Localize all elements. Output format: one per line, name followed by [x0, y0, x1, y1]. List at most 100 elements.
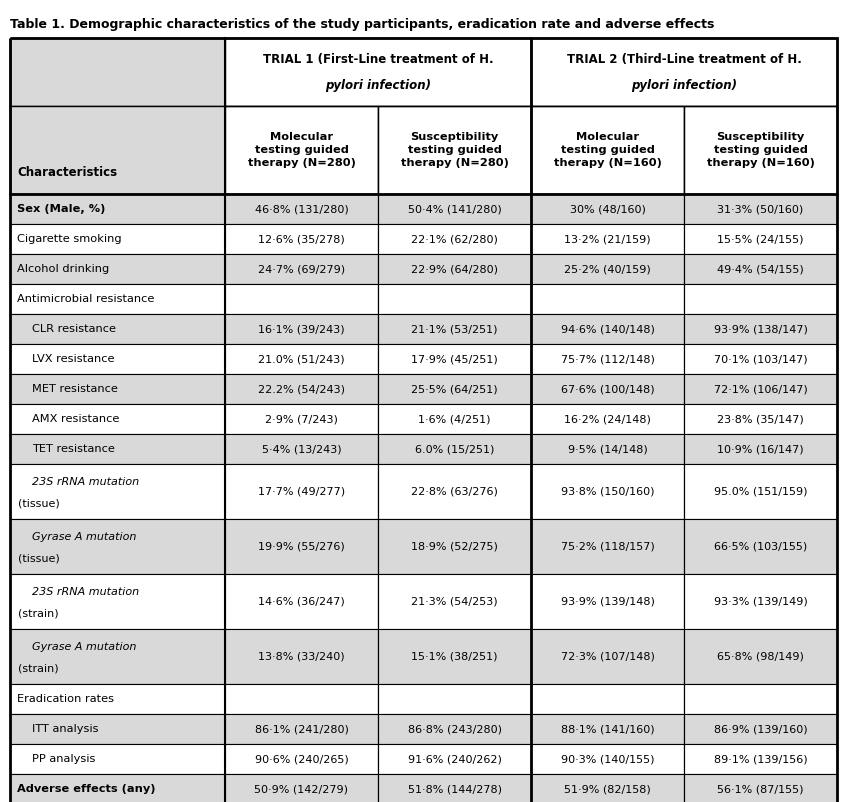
Bar	[378, 519, 531, 574]
Text: 2·9% (7/243): 2·9% (7/243)	[265, 414, 338, 424]
Text: 16·1% (39/243): 16·1% (39/243)	[258, 324, 345, 334]
Bar	[378, 684, 531, 714]
Bar	[531, 714, 684, 744]
Bar	[684, 106, 837, 194]
Text: Gyrase A mutation: Gyrase A mutation	[32, 642, 136, 651]
Text: 13·2% (21/159): 13·2% (21/159)	[564, 234, 651, 244]
Text: 15·5% (24/155): 15·5% (24/155)	[717, 234, 804, 244]
Text: 19·9% (55/276): 19·9% (55/276)	[258, 541, 345, 552]
Bar	[378, 404, 531, 434]
Bar	[378, 314, 531, 344]
Bar	[684, 684, 837, 714]
Bar	[10, 774, 225, 802]
Bar	[225, 284, 378, 314]
Text: 94·6% (140/148): 94·6% (140/148)	[561, 324, 655, 334]
Text: 15·1% (38/251): 15·1% (38/251)	[411, 651, 498, 662]
Text: 17·9% (45/251): 17·9% (45/251)	[411, 354, 498, 364]
Bar	[10, 629, 225, 684]
Text: Alcohol drinking: Alcohol drinking	[17, 264, 109, 274]
Bar	[378, 629, 531, 684]
Text: 22·8% (63/276): 22·8% (63/276)	[411, 487, 498, 496]
Bar	[684, 284, 837, 314]
Bar	[225, 38, 531, 106]
Text: 86·8% (243/280): 86·8% (243/280)	[407, 724, 501, 734]
Text: 23·8% (35/147): 23·8% (35/147)	[717, 414, 804, 424]
Text: 21·1% (53/251): 21·1% (53/251)	[411, 324, 498, 334]
Text: pylori infection): pylori infection)	[631, 79, 737, 92]
Bar	[225, 629, 378, 684]
Text: 22.2% (54/243): 22.2% (54/243)	[258, 384, 345, 394]
Bar	[531, 344, 684, 374]
Bar	[225, 194, 378, 224]
Bar	[225, 106, 378, 194]
Bar	[531, 629, 684, 684]
Bar	[684, 314, 837, 344]
Bar	[10, 224, 225, 254]
Text: CLR resistance: CLR resistance	[32, 324, 116, 334]
Text: Molecular
testing guided
therapy (N=160): Molecular testing guided therapy (N=160)	[553, 132, 662, 168]
Bar	[378, 194, 531, 224]
Bar	[531, 574, 684, 629]
Text: 93·9% (139/148): 93·9% (139/148)	[561, 597, 655, 606]
Text: 30% (48/160): 30% (48/160)	[570, 204, 645, 214]
Bar	[225, 374, 378, 404]
Text: Susceptibility
testing guided
therapy (N=160): Susceptibility testing guided therapy (N…	[707, 132, 814, 168]
Bar	[10, 374, 225, 404]
Text: 93·3% (139/149): 93·3% (139/149)	[714, 597, 807, 606]
Bar	[378, 224, 531, 254]
Text: 65·8% (98/149): 65·8% (98/149)	[717, 651, 804, 662]
Bar	[10, 574, 225, 629]
Text: 51·8% (144/278): 51·8% (144/278)	[407, 784, 501, 794]
Text: 16·2% (24/148): 16·2% (24/148)	[564, 414, 651, 424]
Text: 17·7% (49/277): 17·7% (49/277)	[258, 487, 345, 496]
Text: Characteristics: Characteristics	[17, 165, 117, 179]
Text: 12·6% (35/278): 12·6% (35/278)	[258, 234, 345, 244]
Text: 66·5% (103/155): 66·5% (103/155)	[714, 541, 807, 552]
Text: 13·8% (33/240): 13·8% (33/240)	[258, 651, 345, 662]
Bar	[10, 106, 225, 194]
Bar	[378, 744, 531, 774]
Text: AMX resistance: AMX resistance	[32, 414, 120, 424]
Bar	[531, 314, 684, 344]
Bar	[531, 284, 684, 314]
Bar	[10, 714, 225, 744]
Bar	[10, 284, 225, 314]
Bar	[531, 38, 837, 106]
Text: 21·3% (54/253): 21·3% (54/253)	[411, 597, 498, 606]
Bar	[10, 684, 225, 714]
Bar	[684, 434, 837, 464]
Text: TRIAL 1 (First-Line treatment of H.: TRIAL 1 (First-Line treatment of H.	[263, 53, 493, 67]
Text: 14·6% (36/247): 14·6% (36/247)	[258, 597, 345, 606]
Bar	[684, 374, 837, 404]
Bar	[378, 344, 531, 374]
Bar	[531, 684, 684, 714]
Text: 6.0% (15/251): 6.0% (15/251)	[414, 444, 494, 454]
Text: TRIAL 2 (Third-Line treatment of H.: TRIAL 2 (Third-Line treatment of H.	[566, 53, 801, 67]
Bar	[684, 464, 837, 519]
Text: 25·2% (40/159): 25·2% (40/159)	[564, 264, 651, 274]
Bar	[10, 404, 225, 434]
Bar	[531, 519, 684, 574]
Bar	[225, 224, 378, 254]
Text: 50·4% (141/280): 50·4% (141/280)	[407, 204, 501, 214]
Text: 56·1% (87/155): 56·1% (87/155)	[717, 784, 804, 794]
Bar	[225, 744, 378, 774]
Text: 72·3% (107/148): 72·3% (107/148)	[561, 651, 655, 662]
Text: 89·1% (139/156): 89·1% (139/156)	[714, 754, 807, 764]
Text: 93·8% (150/160): 93·8% (150/160)	[561, 487, 655, 496]
Bar	[10, 464, 225, 519]
Text: 67·6% (100/148): 67·6% (100/148)	[561, 384, 655, 394]
Bar	[10, 194, 225, 224]
Bar	[10, 38, 225, 106]
Text: 9·5% (14/148): 9·5% (14/148)	[568, 444, 648, 454]
Text: MET resistance: MET resistance	[32, 384, 118, 394]
Bar	[378, 574, 531, 629]
Bar	[378, 284, 531, 314]
Text: Adverse effects (any): Adverse effects (any)	[17, 784, 155, 794]
Bar	[378, 774, 531, 802]
Bar	[684, 344, 837, 374]
Text: TET resistance: TET resistance	[32, 444, 114, 454]
Bar	[684, 224, 837, 254]
Bar	[225, 404, 378, 434]
Text: Sex (Male, %): Sex (Male, %)	[17, 204, 106, 214]
